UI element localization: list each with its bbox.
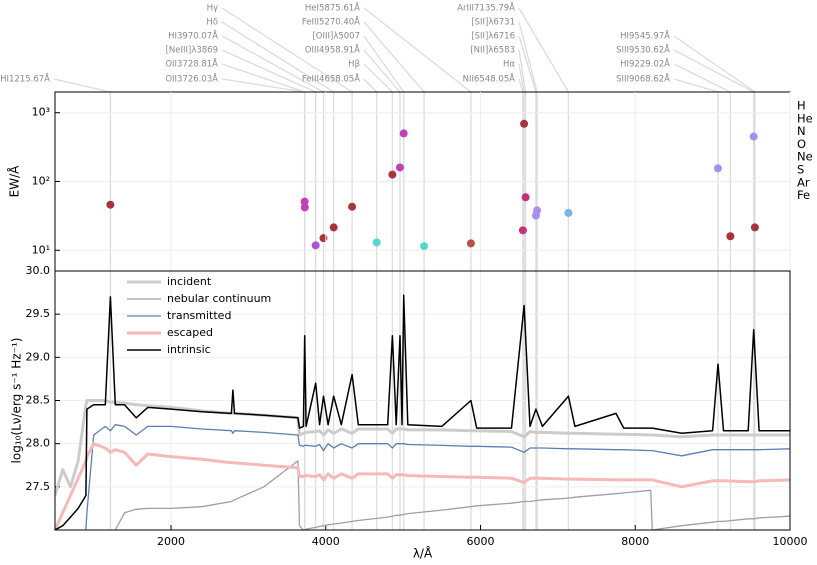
- legend-label: O: [797, 137, 806, 151]
- x-tick-label: 10000: [773, 535, 808, 548]
- point: [750, 223, 759, 232]
- line-series: [55, 294, 790, 530]
- line-label: ArIII7135.79Å: [457, 2, 515, 14]
- line-label: HI9229.02Å: [620, 58, 670, 70]
- y-tick-label: 29.0: [26, 350, 51, 363]
- point: [300, 197, 309, 206]
- point: [713, 164, 722, 173]
- y-axis-label: log₁₀(Lν/erg s⁻¹ Hz⁻¹): [10, 338, 24, 464]
- line-label: [NII]λ6583: [470, 46, 515, 56]
- legend-label: S: [797, 163, 804, 177]
- line-label: FeIII5270.40Å: [302, 16, 360, 28]
- line-label: OII3728.81Å: [165, 58, 218, 70]
- line-label: HI9545.97Å: [620, 30, 670, 42]
- legend-label: H: [797, 99, 806, 113]
- point: [348, 202, 357, 211]
- x-tick-label: 4000: [312, 535, 340, 548]
- point: [749, 132, 758, 141]
- point: [564, 208, 573, 217]
- y-tick-label: 30.0: [26, 264, 51, 277]
- line-label: FeIII4658.05Å: [302, 73, 360, 85]
- y-axis-label: EW/Å: [7, 165, 22, 197]
- legend-label: transmitted: [167, 309, 231, 322]
- line-label: SIII9530.62Å: [616, 44, 670, 56]
- legend-label: escaped: [167, 326, 213, 339]
- line-series: [85, 424, 790, 530]
- legend-label: Ne: [797, 150, 813, 164]
- point: [521, 193, 530, 202]
- y-tick-label: 27.5: [26, 480, 51, 493]
- point: [420, 242, 429, 251]
- line-label: [OIII]λ5007: [312, 32, 360, 42]
- line-series: [55, 399, 790, 496]
- point: [520, 119, 529, 128]
- legend-label: incident: [167, 275, 212, 288]
- line-label: HI1215.67Å: [0, 73, 50, 85]
- point: [399, 129, 408, 138]
- panel-frame: [54, 270, 791, 531]
- y-tick-label: 29.5: [26, 307, 51, 320]
- legend-label: Ar: [797, 175, 810, 189]
- y-tick-label: 10³: [32, 106, 50, 119]
- line-label: OIII4958.91Å: [305, 44, 360, 56]
- line-label: [SII]λ6716: [471, 32, 515, 42]
- line-label: SIII9068.62Å: [616, 73, 670, 85]
- point: [372, 238, 381, 247]
- line-series: [114, 460, 790, 530]
- y-tick-label: 28.5: [26, 394, 51, 407]
- point: [388, 170, 397, 179]
- point: [726, 232, 735, 241]
- line-label: OII3726.03Å: [165, 73, 218, 85]
- legend-label: He: [797, 111, 813, 125]
- line-label: HI3970.07Å: [168, 30, 218, 42]
- x-tick-label: 6000: [467, 535, 495, 548]
- point: [533, 206, 542, 215]
- point: [518, 226, 527, 235]
- legend-label: intrinsic: [167, 343, 211, 356]
- line-label: Hα: [503, 60, 515, 70]
- line-series: [55, 442, 790, 530]
- y-tick-label: 10²: [32, 175, 50, 188]
- point: [106, 200, 115, 209]
- line-label: NII6548.05Å: [463, 73, 516, 85]
- point: [300, 203, 309, 212]
- line-label: [SII]λ6731: [471, 18, 515, 28]
- x-axis-label: λ/Å: [413, 546, 433, 561]
- x-tick-label: 8000: [621, 535, 649, 548]
- plot-area: [55, 294, 790, 530]
- point: [466, 239, 475, 248]
- y-tick-label: 10¹: [32, 243, 50, 256]
- x-tick-label: 2000: [157, 535, 185, 548]
- legend-label: nebular continuum: [167, 292, 271, 305]
- y-tick-label: 28.0: [26, 437, 51, 450]
- line-label: [NeIII]λ3869: [166, 46, 218, 56]
- point: [329, 223, 338, 232]
- line-label: Hβ: [348, 60, 360, 70]
- point: [311, 241, 320, 250]
- line-label: Hδ: [206, 18, 218, 28]
- legend-label: Fe: [797, 188, 810, 202]
- point: [395, 163, 404, 172]
- line-label: Hγ: [207, 4, 218, 14]
- line-label: HeI5875.61Å: [305, 2, 360, 14]
- legend-label: N: [797, 124, 806, 138]
